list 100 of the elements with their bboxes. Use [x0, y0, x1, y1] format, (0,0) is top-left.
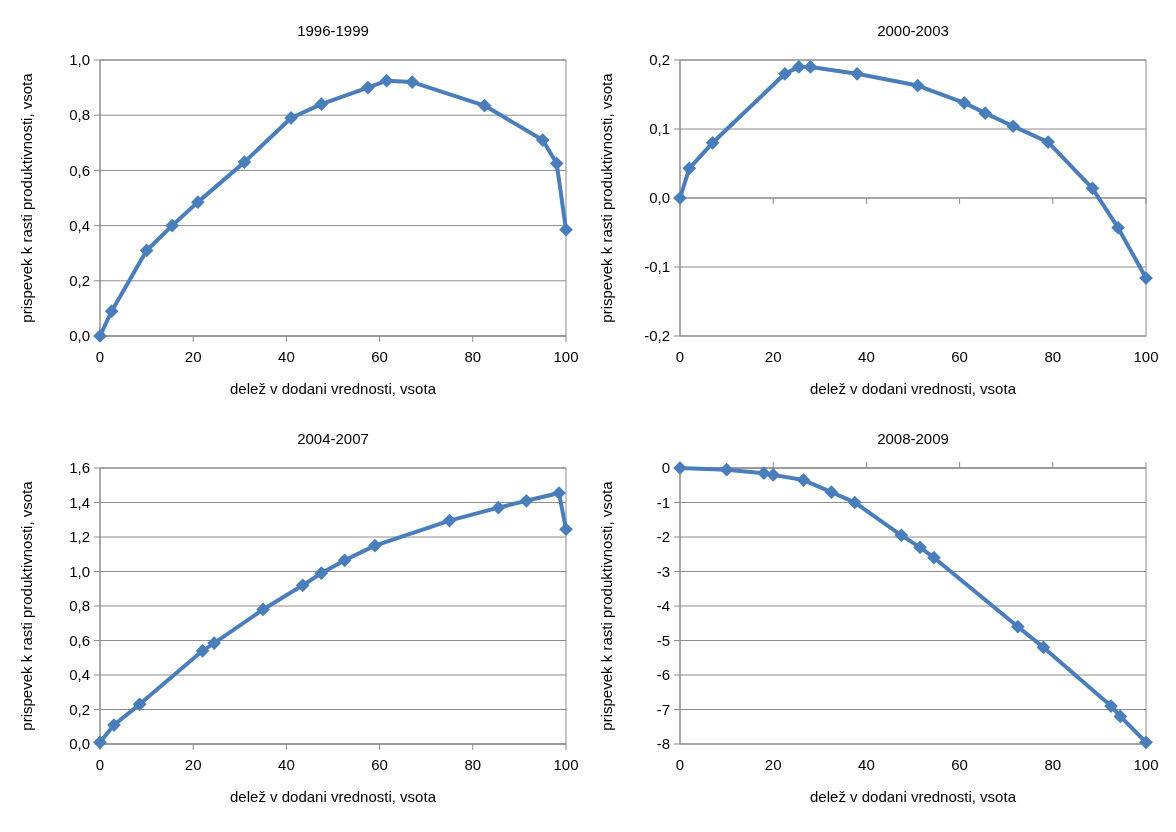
point — [535, 133, 550, 147]
y-tick-label: 0,0 — [649, 189, 670, 207]
point — [766, 468, 781, 482]
x-tick-label: 0 — [95, 756, 105, 773]
point — [256, 602, 270, 617]
point — [796, 473, 811, 487]
x-tick-label: 40 — [278, 348, 295, 365]
y-tick-label: -8 — [656, 735, 670, 753]
x-tick-label: 100 — [553, 756, 579, 773]
y-tick-label: -7 — [656, 700, 670, 718]
y-tick-label: -6 — [656, 666, 670, 684]
point — [477, 98, 492, 113]
x-tick-label: 0 — [675, 348, 685, 365]
point — [191, 195, 205, 209]
y-tick-label: -2 — [656, 528, 670, 546]
point — [1036, 640, 1051, 655]
x-tick-label: 80 — [464, 348, 482, 365]
point — [850, 66, 864, 81]
x-tick-label: 80 — [464, 756, 482, 773]
y-tick-label: 0,8 — [69, 106, 90, 124]
point — [1041, 135, 1055, 149]
point — [791, 60, 806, 74]
x-tick-label: 100 — [553, 348, 579, 365]
x-tick-label: 60 — [951, 756, 968, 773]
point — [165, 218, 180, 233]
y-axis-title: prispevek k rasti produktivnosti, vsota — [18, 72, 35, 323]
x-axis-title: delež v dodani vrednosti, vsota — [230, 380, 437, 397]
chart-title: 1996-1999 — [297, 22, 369, 39]
point — [978, 106, 993, 120]
point — [379, 73, 394, 88]
point — [719, 462, 734, 477]
point — [1085, 181, 1100, 196]
y-tick-label: -3 — [656, 562, 670, 580]
y-axis-title: prispevek k rasti produktivnosti, vsota — [598, 480, 615, 731]
x-tick-label: 60 — [371, 756, 388, 773]
x-tick-label: 0 — [675, 756, 685, 773]
chart-title: 2008-2009 — [877, 430, 949, 447]
x-tick-label: 20 — [184, 348, 202, 365]
x-tick-label: 100 — [1133, 348, 1159, 365]
y-axis-title: prispevek k rasti produktivnosti, vsota — [18, 480, 35, 731]
y-axis-title: prispevek k rasti produktivnosti, vsota — [598, 72, 615, 323]
x-tick-label: 0 — [95, 348, 105, 365]
point — [195, 643, 210, 658]
y-tick-label: 0,0 — [69, 735, 90, 753]
y-tick-label: 0,2 — [69, 700, 90, 718]
y-tick-label: -0,2 — [644, 327, 670, 345]
y-tick-label: -1 — [656, 493, 670, 511]
point — [314, 566, 329, 581]
point — [368, 538, 382, 553]
point — [93, 329, 107, 343]
y-tick-label: 0,6 — [69, 631, 90, 649]
point — [559, 222, 573, 237]
y-tick-label: 0,8 — [69, 597, 90, 615]
point — [361, 80, 375, 95]
point — [1113, 709, 1128, 724]
x-tick-label: 40 — [858, 348, 875, 365]
point — [757, 466, 771, 481]
x-axis-title: delež v dodani vrednosti, vsota — [810, 788, 1017, 805]
x-tick-label: 20 — [764, 756, 782, 773]
point — [1139, 735, 1153, 750]
y-tick-label: 0,2 — [69, 272, 90, 290]
y-tick-label: -5 — [656, 631, 670, 649]
x-tick-label: 20 — [764, 348, 782, 365]
point — [910, 78, 925, 93]
y-tick-label: 0,6 — [69, 161, 90, 179]
x-tick-label: 20 — [184, 756, 202, 773]
point — [295, 578, 310, 593]
point — [894, 528, 909, 543]
point — [673, 191, 687, 205]
x-axis-title: delež v dodani vrednosti, vsota — [230, 788, 437, 805]
y-tick-label: 0,4 — [69, 666, 90, 684]
y-tick-label: 1,0 — [69, 562, 90, 580]
point — [519, 493, 534, 508]
x-tick-label: 100 — [1133, 756, 1159, 773]
y-tick-label: 1,4 — [69, 493, 90, 511]
x-tick-label: 80 — [1044, 756, 1062, 773]
y-tick-label: 1,0 — [69, 51, 90, 69]
y-tick-label: 0,4 — [69, 216, 90, 234]
x-tick-label: 40 — [858, 756, 875, 773]
point — [957, 95, 972, 110]
x-axis-title: delež v dodani vrednosti, vsota — [810, 380, 1017, 397]
y-tick-label: 0,0 — [69, 327, 90, 345]
point — [705, 135, 720, 150]
y-tick-label: 0 — [661, 459, 670, 477]
point — [682, 161, 697, 176]
point — [207, 636, 222, 650]
point — [314, 97, 329, 112]
point — [549, 156, 564, 171]
x-tick-label: 80 — [1044, 348, 1062, 365]
y-tick-label: 1,6 — [69, 459, 90, 477]
chart-title: 2000-2003 — [877, 22, 949, 39]
point — [104, 304, 119, 319]
point — [132, 697, 147, 712]
y-tick-label: 1,2 — [69, 528, 90, 546]
x-tick-label: 60 — [371, 348, 388, 365]
y-tick-label: 0,1 — [649, 120, 670, 138]
x-tick-label: 60 — [951, 348, 968, 365]
point — [491, 500, 506, 515]
point — [442, 513, 457, 528]
point — [777, 66, 792, 81]
